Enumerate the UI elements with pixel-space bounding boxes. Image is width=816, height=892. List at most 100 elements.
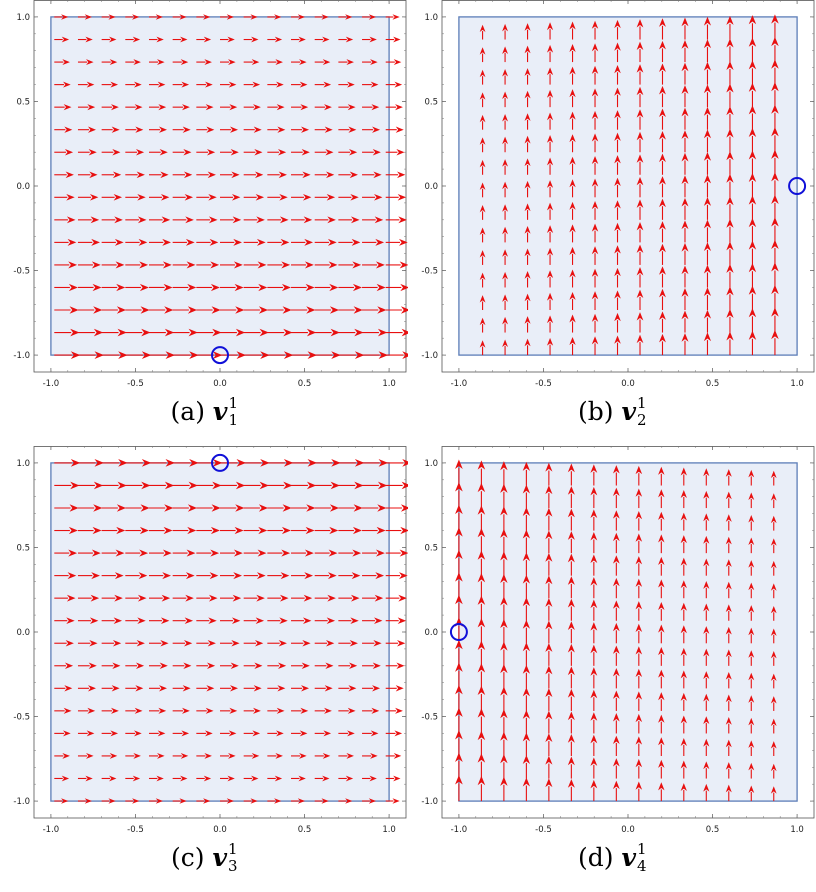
- arrow-head: [680, 760, 687, 769]
- arrow-head: [614, 312, 621, 322]
- arrow-head: [455, 549, 463, 560]
- arrow-head: [165, 351, 175, 359]
- y-tick-label-d: 0.0: [424, 628, 438, 638]
- arrow-head: [187, 504, 198, 512]
- arrow-head: [117, 481, 127, 490]
- arrow-head: [89, 617, 99, 625]
- arrow-head: [658, 737, 665, 746]
- arrow-head: [770, 718, 777, 726]
- arrow-head: [545, 462, 553, 472]
- arrow-head: [301, 685, 310, 692]
- arrow-head: [283, 328, 293, 337]
- arrow-head: [546, 270, 554, 279]
- arrow-head: [234, 283, 244, 292]
- arrow-head: [281, 549, 291, 557]
- x-tick-label-d: -0.5: [535, 825, 552, 835]
- arrow-head: [141, 459, 152, 467]
- arrow-head: [522, 732, 531, 742]
- caption-c-vector: v: [212, 843, 227, 872]
- arrow-head: [61, 14, 69, 20]
- arrow-head: [680, 647, 687, 656]
- arrow-head: [681, 310, 689, 320]
- arrow-head: [228, 81, 237, 88]
- y-tick-label-d: -0.5: [421, 713, 438, 723]
- arrow-head: [164, 504, 174, 512]
- arrow-head: [569, 66, 576, 75]
- arrow-head: [636, 41, 644, 51]
- arrow-head: [327, 216, 336, 224]
- caption-d-superscript: 1: [637, 839, 647, 858]
- arrow-head: [726, 331, 734, 341]
- arrow-head: [612, 645, 620, 654]
- arrow-head: [64, 126, 73, 133]
- arrow-head: [275, 59, 283, 66]
- arrow-head: [394, 730, 403, 737]
- arrow-head: [187, 306, 198, 314]
- arrow-head: [400, 306, 408, 314]
- arrow-head: [161, 594, 171, 602]
- arrow-head: [681, 17, 689, 27]
- arrow-head: [614, 155, 621, 164]
- arrow-head: [635, 691, 643, 700]
- arrow-head: [748, 717, 755, 726]
- arrow-head: [258, 526, 268, 535]
- arrow-head: [771, 239, 779, 250]
- arrow-head: [136, 662, 145, 669]
- arrow-head: [353, 504, 363, 512]
- arrow-head: [322, 775, 330, 782]
- arrow-head: [612, 713, 620, 722]
- arrow-head: [233, 238, 243, 246]
- arrow-head: [479, 159, 486, 168]
- arrow-head: [347, 104, 356, 111]
- arrow-head: [258, 306, 269, 314]
- arrow-head: [591, 43, 599, 52]
- arrow-head: [326, 171, 335, 179]
- arrow-head: [66, 193, 75, 201]
- arrow-head: [545, 755, 553, 765]
- arrow-head: [658, 579, 665, 588]
- arrow-head: [133, 752, 141, 759]
- arrow-head: [659, 266, 666, 275]
- arrow-head: [297, 798, 306, 804]
- arrow-head: [63, 81, 71, 88]
- arrow-head: [522, 687, 531, 697]
- arrow-head: [280, 238, 290, 246]
- arrow-head: [189, 459, 199, 467]
- arrow-head: [63, 104, 72, 111]
- arrow-head: [206, 685, 215, 692]
- arrow-head: [323, 81, 332, 88]
- arrow-head: [590, 464, 598, 473]
- arrow-head: [94, 459, 104, 467]
- arrow-head: [479, 92, 486, 100]
- arrow-head: [725, 694, 732, 703]
- arrow-head: [590, 622, 598, 631]
- arrow-head: [590, 599, 598, 609]
- arrow-head: [569, 134, 576, 143]
- arrow-head: [500, 461, 508, 471]
- arrow-head: [591, 291, 599, 300]
- arrow-head: [374, 617, 383, 625]
- arrow-head: [377, 481, 388, 490]
- arrow-head: [614, 200, 621, 209]
- arrow-head: [500, 731, 508, 741]
- arrow-head: [372, 662, 381, 669]
- arrow-head: [159, 685, 167, 692]
- arrow-head: [283, 481, 293, 490]
- arrow-head: [300, 104, 309, 111]
- arrow-head: [500, 663, 508, 674]
- arrow-head: [279, 594, 289, 602]
- arrow-head: [259, 328, 269, 337]
- arrow-head: [306, 504, 316, 512]
- arrow-head: [281, 283, 291, 292]
- arrow-head: [93, 504, 103, 512]
- arrow-head: [182, 126, 191, 133]
- arrow-head: [524, 23, 531, 31]
- arrow-head: [500, 528, 508, 538]
- arrow-head: [207, 662, 216, 669]
- arrow-head: [188, 481, 198, 490]
- arrow-head: [112, 171, 122, 179]
- arrow-head: [748, 650, 755, 658]
- arrow-head: [374, 594, 384, 602]
